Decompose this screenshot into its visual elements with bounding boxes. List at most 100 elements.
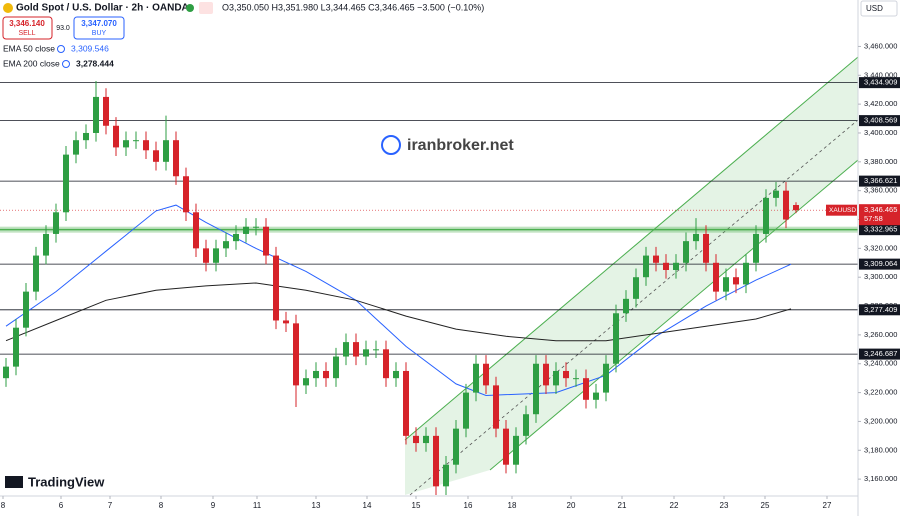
buy-label: BUY: [92, 30, 107, 37]
candle-body: [783, 190, 789, 220]
candle-body: [103, 96, 109, 126]
legend-name: EMA 200 close: [3, 58, 60, 68]
candle-body: [663, 262, 669, 270]
candle-body: [133, 140, 139, 142]
x-tick-label: 11: [253, 501, 262, 510]
x-tick-label: 16: [464, 501, 473, 510]
candle-body: [463, 392, 469, 429]
candle-body: [623, 298, 629, 314]
symbol-tag-bg: [826, 204, 857, 216]
candle-body: [613, 313, 619, 364]
candle-body: [273, 255, 279, 321]
buy-price: 3,347.070: [81, 19, 117, 28]
legend-icon: [57, 45, 65, 53]
candle-body: [603, 363, 609, 393]
y-tick-label: 3,380.000: [864, 157, 897, 166]
candle-body: [723, 277, 729, 292]
level-label-bg: [859, 348, 900, 360]
candle-body: [433, 435, 439, 487]
candle-body: [713, 262, 719, 292]
level-label-bg: [859, 224, 900, 236]
candle-body: [683, 241, 689, 263]
candle-body: [743, 262, 749, 285]
x-tick-label: 18: [508, 501, 517, 510]
candle-body: [323, 370, 329, 379]
watermark: iranbroker.net: [381, 135, 514, 155]
level-label-bg: [859, 175, 900, 187]
x-tick-label: 22: [670, 501, 679, 510]
candle-body: [63, 154, 69, 213]
y-tick-label: 3,360.000: [864, 186, 897, 195]
candle-body: [253, 226, 259, 228]
candle-body: [123, 140, 129, 148]
x-tick-label: 25: [761, 501, 770, 510]
candle-body: [413, 435, 419, 444]
candle-body: [753, 233, 759, 263]
candle-body: [653, 255, 659, 263]
candle-body: [593, 392, 599, 400]
y-tick-label: 3,260.000: [864, 330, 897, 339]
candle-body: [703, 233, 709, 263]
symbol-tag: XAUUSD: [829, 207, 856, 214]
level-label: 3,277.409: [864, 305, 897, 314]
candle-body: [583, 378, 589, 400]
currency-button[interactable]: [860, 0, 898, 17]
x-tick-label: 21: [618, 501, 627, 510]
candle-body: [573, 378, 579, 380]
sell-label: SELL: [18, 30, 35, 37]
candle-body: [193, 212, 199, 249]
channel-mid: [409, 119, 859, 496]
x-tick-label: 8: [1, 501, 6, 510]
buy-button[interactable]: [73, 16, 125, 40]
candle-body: [553, 370, 559, 386]
candle-body: [693, 233, 699, 242]
x-tick-label: 27: [823, 501, 832, 510]
brand-logo: [5, 476, 23, 488]
x-tick-label: 13: [312, 501, 321, 510]
level-label-bg: [859, 77, 900, 89]
x-tick-label: 6: [59, 501, 64, 510]
x-tick-label: 8: [159, 501, 164, 510]
symbol-title: Gold Spot / U.S. Dollar · 2h · OANDA: [16, 3, 189, 14]
y-tick-label: 3,240.000: [864, 359, 897, 368]
y-tick-label: 3,400.000: [864, 128, 897, 137]
spread: 93.0: [56, 25, 70, 32]
watermark-icon: [381, 135, 401, 155]
level-label: 3,366.621: [864, 176, 897, 185]
candle-body: [43, 233, 49, 256]
symbol-icon: [3, 3, 13, 13]
candle-body: [793, 205, 799, 211]
x-tick-label: 15: [412, 501, 421, 510]
candle-body: [383, 349, 389, 379]
level-label: 3,332.965: [864, 225, 897, 234]
candle-body: [53, 212, 59, 234]
y-tick-label: 3,320.000: [864, 243, 897, 252]
y-tick-label: 3,440.000: [864, 70, 897, 79]
candle-body: [3, 366, 9, 379]
candle-body: [93, 96, 99, 133]
candle-body: [373, 349, 379, 351]
y-tick-label: 3,220.000: [864, 388, 897, 397]
level-label-bg: [859, 304, 900, 316]
sell-button[interactable]: [2, 16, 53, 40]
candle-body: [363, 349, 369, 357]
candle-body: [503, 428, 509, 465]
candle-body: [353, 342, 359, 357]
candle-body: [33, 255, 39, 292]
candle-body: [523, 414, 529, 436]
level-label: 3,408.569: [864, 116, 897, 125]
status-dot: [186, 4, 194, 12]
candle-body: [343, 342, 349, 357]
candle-body: [493, 385, 499, 429]
last-price-bg: [859, 204, 900, 226]
x-tick-label: 20: [567, 501, 576, 510]
candle-body: [303, 378, 309, 386]
candle-body: [763, 197, 769, 234]
candle-body: [673, 262, 679, 270]
candle-body: [443, 464, 449, 487]
y-tick-label: 3,180.000: [864, 445, 897, 454]
x-tick-label: 9: [211, 501, 216, 510]
candle-body: [233, 233, 239, 242]
candle-body: [213, 248, 219, 263]
